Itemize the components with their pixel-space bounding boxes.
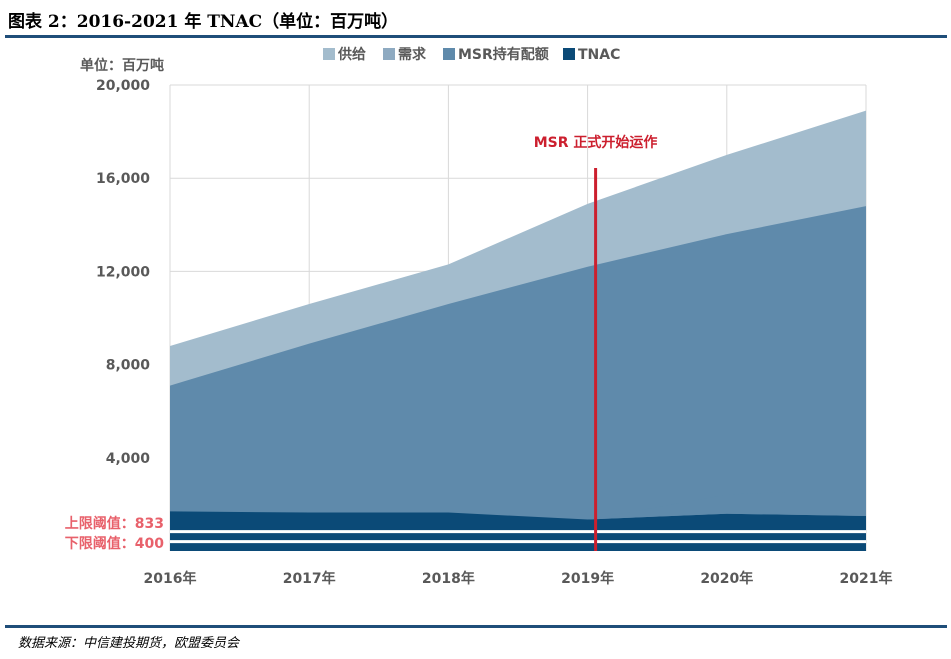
y-tick-label: 4,000 <box>106 451 151 467</box>
legend-label: 供给 <box>337 46 366 63</box>
x-tick-label: 2021年 <box>840 570 893 587</box>
y-unit-label: 单位：百万吨 <box>80 57 164 74</box>
event-marker-label: MSR 正式开始运作 <box>534 134 658 151</box>
axes: 4,000 8,000 12,000 16,000 20,000 单位：百万吨 2016年 2… <box>80 57 892 587</box>
threshold-label: 下限阈值：400 <box>65 535 164 552</box>
legend-label: TNAC <box>578 47 620 63</box>
y-tick-label: 12,000 <box>96 264 150 280</box>
area-msr-holdings <box>170 206 866 551</box>
x-tick-label: 2017年 <box>283 570 336 587</box>
figure-title: 图表 2：2016-2021 年 TNAC（单位：百万吨） <box>8 12 399 32</box>
legend-label: 需求 <box>398 46 427 63</box>
legend: 供给 需求 MSR持有配额 TNAC <box>323 46 620 63</box>
legend-swatch <box>323 48 335 60</box>
threshold-label: 上限阈值：833 <box>65 515 164 532</box>
area-series <box>170 110 866 551</box>
y-tick-label: 20,000 <box>96 78 150 94</box>
tnac-area-chart: 4,000 8,000 12,000 16,000 20,000 单位：百万吨 2016年 2… <box>65 46 893 587</box>
y-tick-label: 16,000 <box>96 171 150 187</box>
legend-swatch <box>443 48 455 60</box>
x-tick-label: 2018年 <box>422 570 475 587</box>
top-divider <box>5 35 947 38</box>
x-tick-label: 2020年 <box>700 570 753 587</box>
x-tick-label: 2016年 <box>144 570 197 587</box>
y-tick-label: 8,000 <box>106 358 151 374</box>
bottom-divider <box>5 625 947 628</box>
area-msr-wedge <box>170 489 866 520</box>
source-note: 数据来源：中信建投期货，欧盟委员会 <box>18 636 240 651</box>
legend-swatch <box>383 48 395 60</box>
legend-label: MSR持有配额 <box>458 46 549 63</box>
legend-swatch <box>563 48 575 60</box>
x-tick-label: 2019年 <box>561 570 614 587</box>
